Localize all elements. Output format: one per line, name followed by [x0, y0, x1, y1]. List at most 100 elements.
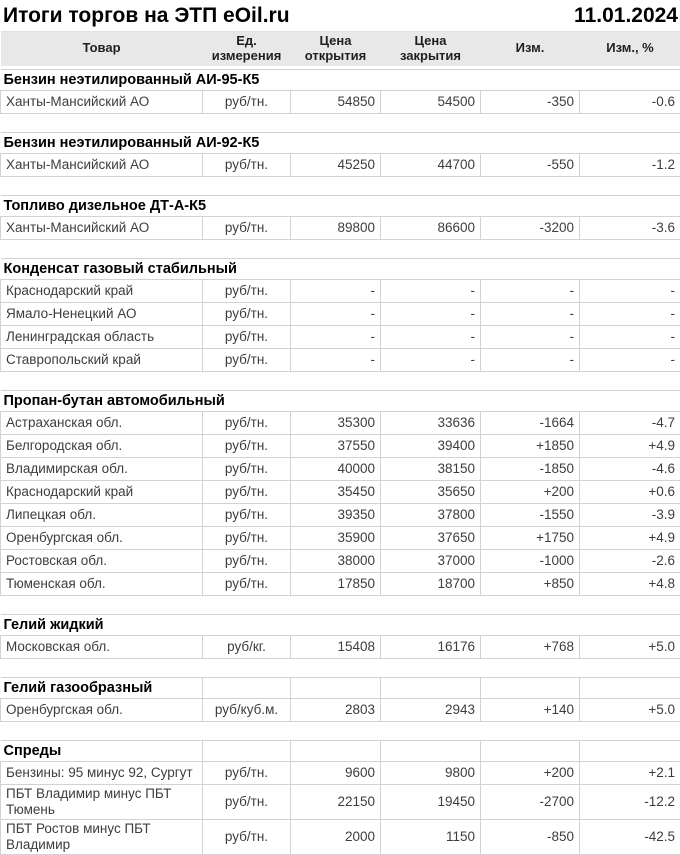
close-price: 18700: [381, 573, 481, 596]
close-price: 39400: [381, 435, 481, 458]
product-name: ПБТ Владимир минус ПБТ Тюмень: [1, 785, 203, 820]
trading-results-table: Товар Ед. измерения Цена открытия Цена з…: [0, 31, 680, 855]
unit: руб/тн.: [203, 820, 291, 855]
unit: руб/тн.: [203, 349, 291, 372]
empty-cell: [481, 741, 580, 762]
change: -1664: [481, 412, 580, 435]
change-percent: -: [580, 326, 680, 349]
section-spacer-row: [1, 659, 680, 678]
change-percent: +4.9: [580, 527, 680, 550]
unit: руб/тн.: [203, 762, 291, 785]
unit: руб/тн.: [203, 458, 291, 481]
close-price: 38150: [381, 458, 481, 481]
product-name: ПБТ Ростов минус ПБТ Владимир: [1, 820, 203, 855]
close-price: 37800: [381, 504, 481, 527]
change: -1850: [481, 458, 580, 481]
change-percent: -4.6: [580, 458, 680, 481]
change: +200: [481, 481, 580, 504]
product-name: Ханты-Мансийский АО: [1, 217, 203, 240]
empty-cell: [203, 678, 291, 699]
product-name: Краснодарский край: [1, 280, 203, 303]
product-name: Астраханская обл.: [1, 412, 203, 435]
section-spacer-row: [1, 240, 680, 259]
section-header-row: Бензин неэтилированный АИ-95-К5: [1, 70, 680, 91]
close-price: 37650: [381, 527, 481, 550]
col-header-close-price: Цена закрытия: [381, 32, 481, 66]
empty-cell: [291, 741, 381, 762]
open-price: 54850: [291, 91, 381, 114]
change: +850: [481, 573, 580, 596]
open-price: 9600: [291, 762, 381, 785]
spacer: [1, 659, 680, 678]
change-percent: +4.8: [580, 573, 680, 596]
empty-cell: [381, 678, 481, 699]
product-name: Оренбургская обл.: [1, 527, 203, 550]
page-title: Итоги торгов на ЭТП eOil.ru: [3, 5, 290, 26]
change-percent: +2.1: [580, 762, 680, 785]
change-percent: +4.9: [580, 435, 680, 458]
unit: руб/тн.: [203, 527, 291, 550]
unit: руб/тн.: [203, 217, 291, 240]
product-name: Владимирская обл.: [1, 458, 203, 481]
unit: руб/куб.м.: [203, 699, 291, 722]
section-title: Гелий жидкий: [1, 615, 680, 636]
unit: руб/тн.: [203, 435, 291, 458]
close-price: -: [381, 326, 481, 349]
open-price: -: [291, 349, 381, 372]
close-price: 44700: [381, 154, 481, 177]
empty-cell: [291, 678, 381, 699]
change: +1750: [481, 527, 580, 550]
section-header-row: Гелий газообразный: [1, 678, 680, 699]
section-header-row: Пропан-бутан автомобильный: [1, 391, 680, 412]
change-percent: -: [580, 303, 680, 326]
empty-cell: [580, 741, 680, 762]
open-price: 17850: [291, 573, 381, 596]
product-name: Липецкая обл.: [1, 504, 203, 527]
change: +140: [481, 699, 580, 722]
empty-cell: [580, 678, 680, 699]
change-percent: -42.5: [580, 820, 680, 855]
section-title: Бензин неэтилированный АИ-92-К5: [1, 133, 680, 154]
product-name: Московская обл.: [1, 636, 203, 659]
product-name: Оренбургская обл.: [1, 699, 203, 722]
unit: руб/тн.: [203, 785, 291, 820]
change: +200: [481, 762, 580, 785]
open-price: 89800: [291, 217, 381, 240]
section-header-row: Конденсат газовый стабильный: [1, 259, 680, 280]
section-spacer-row: [1, 372, 680, 391]
change: -1000: [481, 550, 580, 573]
open-price: 39350: [291, 504, 381, 527]
section-spacer-row: [1, 177, 680, 196]
open-price: 2803: [291, 699, 381, 722]
change-percent: +0.6: [580, 481, 680, 504]
change-percent: -1.2: [580, 154, 680, 177]
open-price: 45250: [291, 154, 381, 177]
open-price: -: [291, 280, 381, 303]
change: -: [481, 326, 580, 349]
change: -1550: [481, 504, 580, 527]
product-name: Тюменская обл.: [1, 573, 203, 596]
empty-cell: [203, 741, 291, 762]
col-header-product: Товар: [1, 32, 203, 66]
open-price: -: [291, 326, 381, 349]
change: -: [481, 349, 580, 372]
product-name: Ростовская обл.: [1, 550, 203, 573]
unit: руб/тн.: [203, 280, 291, 303]
change: -2700: [481, 785, 580, 820]
close-price: 35650: [381, 481, 481, 504]
change-percent: -2.6: [580, 550, 680, 573]
change: -: [481, 303, 580, 326]
